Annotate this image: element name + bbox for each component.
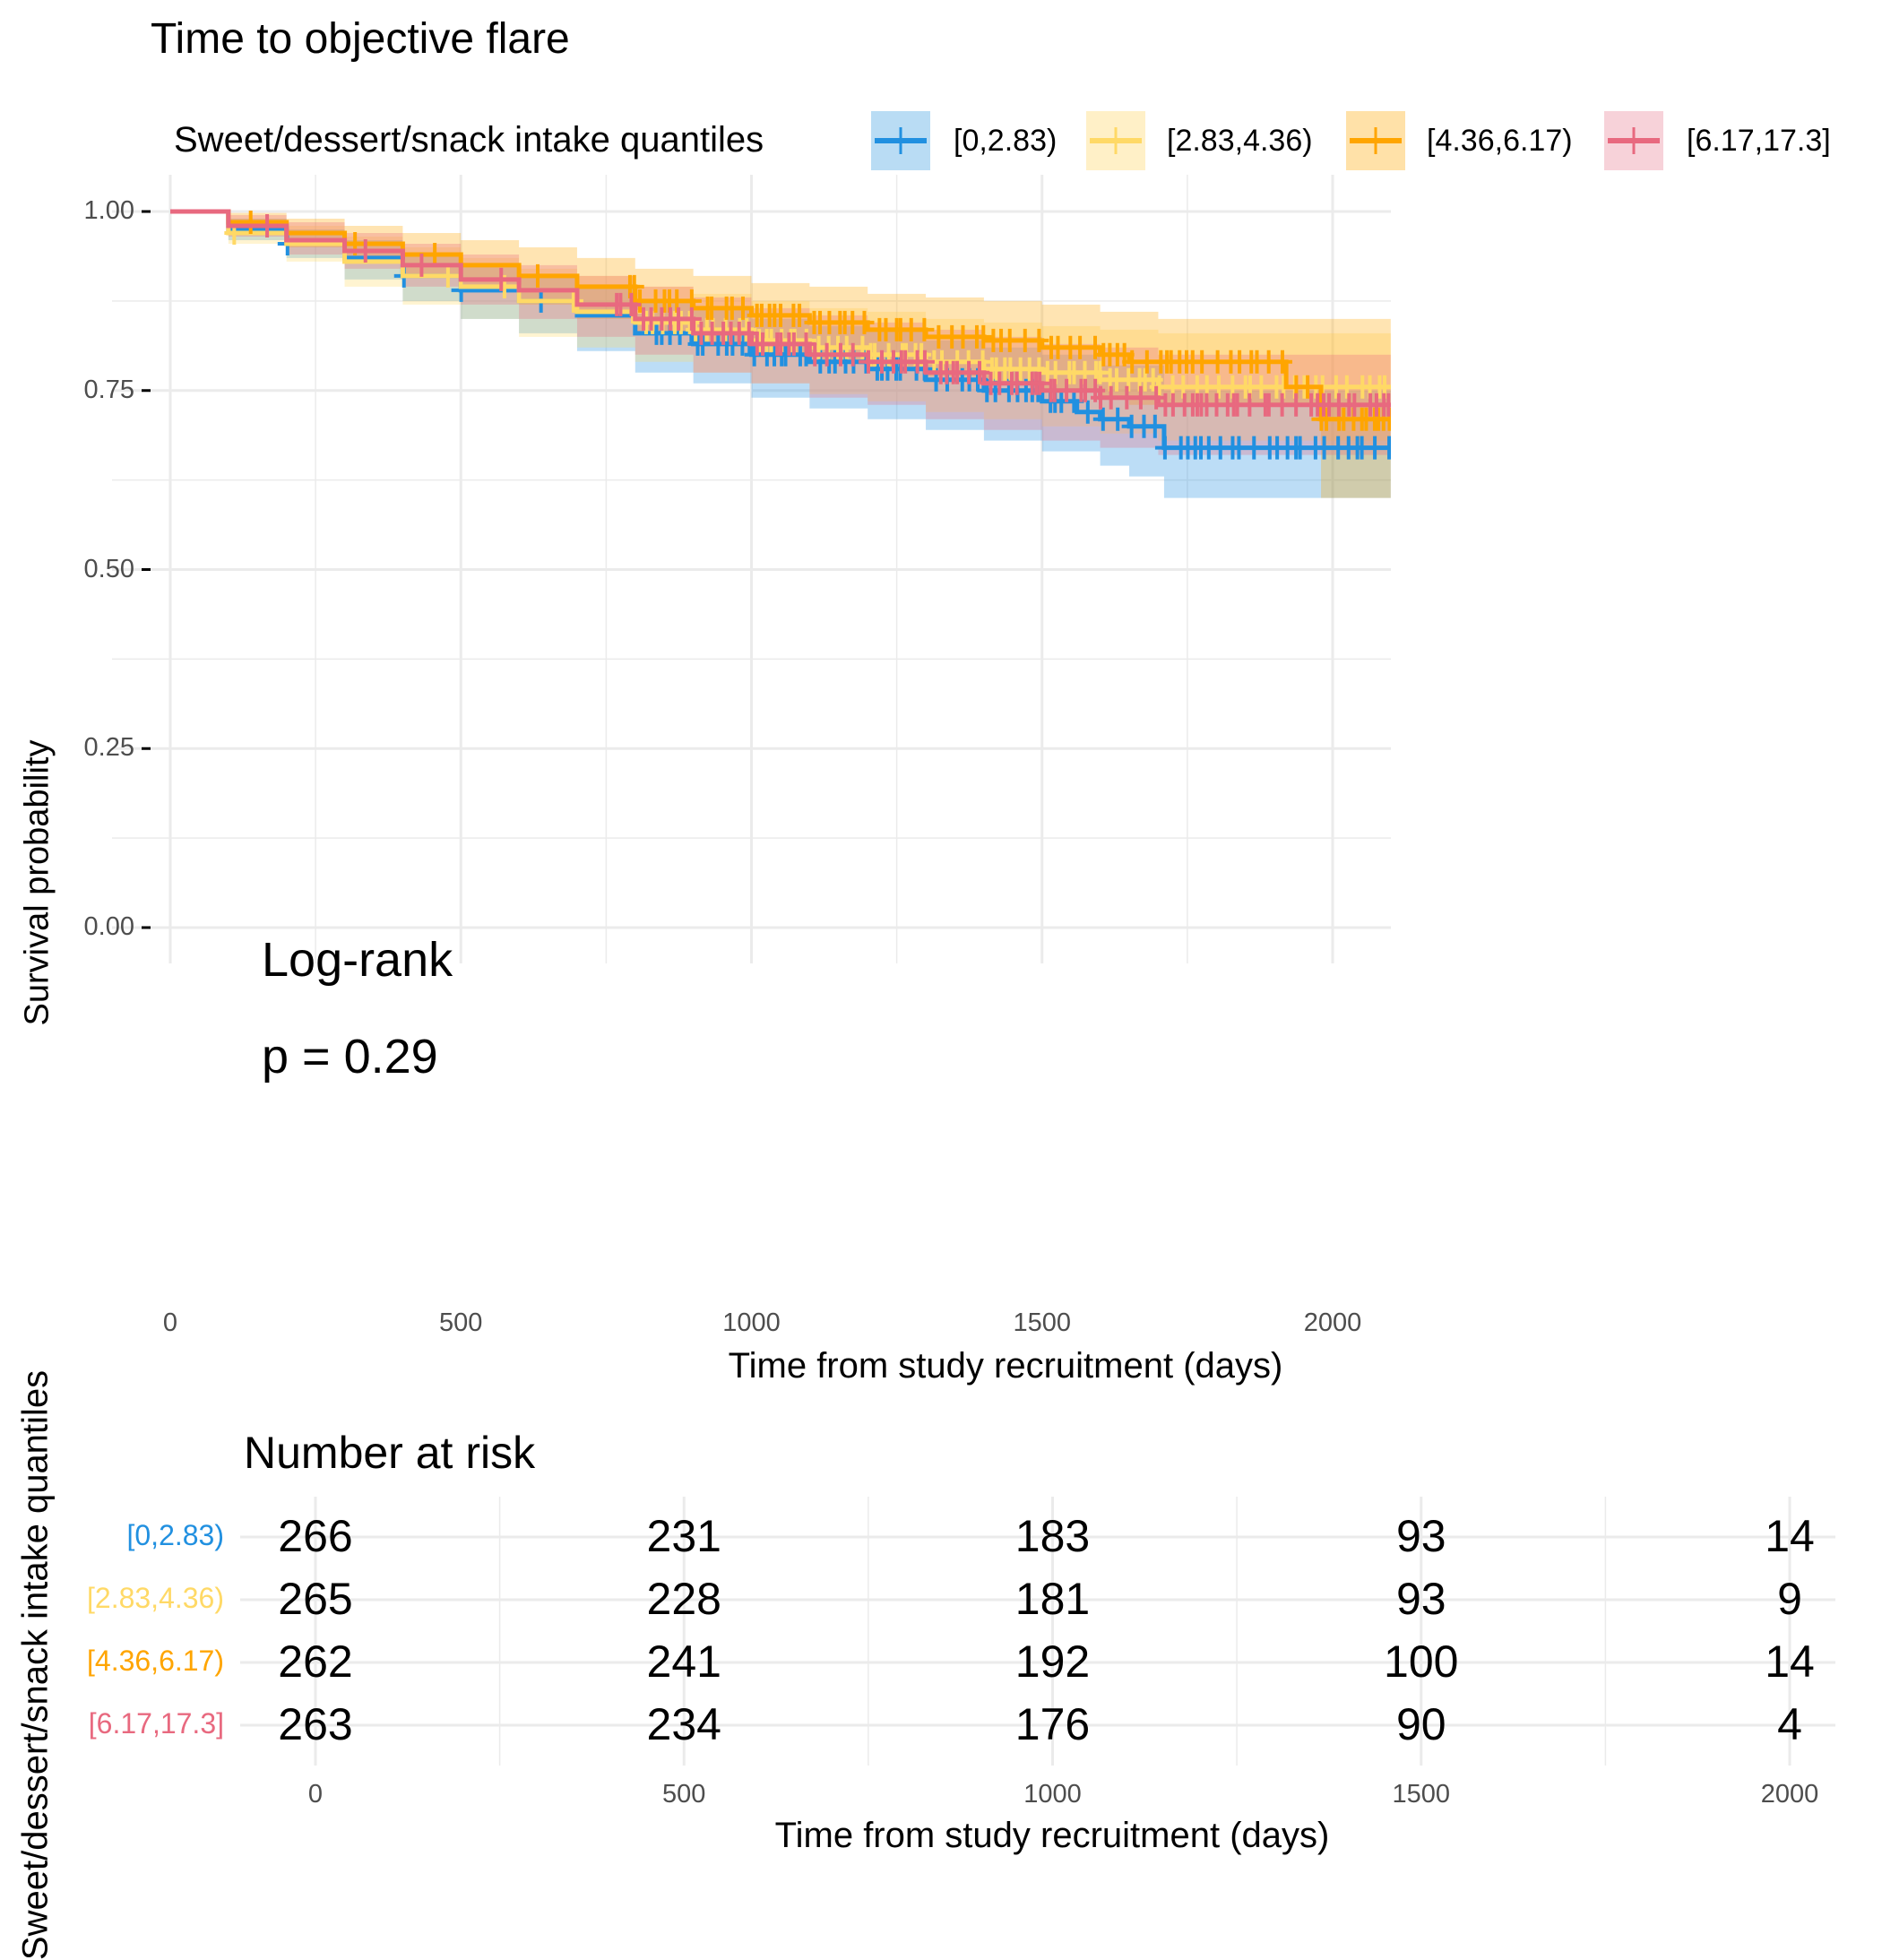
y-tick-label: 0.75 [83,375,134,404]
risk-count: 93 [1395,1511,1446,1561]
censor-mark [1108,407,1128,431]
censor-mark [1077,400,1098,424]
risk-count: 90 [1395,1699,1446,1749]
risk-x-tick-label: 500 [662,1780,706,1809]
km-plot [112,175,1835,1766]
censor-mark [973,324,994,349]
risk-count: 228 [646,1574,721,1624]
risk-count: 192 [1014,1636,1091,1687]
risk-count: 4 [1777,1699,1802,1749]
x-tick-label: 500 [439,1308,483,1337]
y-tick-label: 1.00 [83,196,134,225]
legend-label-3: [6.17,17.3] [1687,124,1831,158]
y-axis-label: Survival probability [18,739,56,1026]
y-tick-label: 0.50 [83,554,134,583]
risk-count: 241 [646,1636,721,1687]
legend-label-0: [0,2.83) [954,124,1058,158]
risk-count: 265 [278,1574,353,1624]
censor-mark [563,289,583,313]
risk-count: 266 [278,1511,353,1561]
censor-mark [240,210,261,234]
risk-x-tick-label: 2000 [1760,1780,1819,1809]
censor-mark [914,350,935,374]
x-axis-label: Time from study recruitment (days) [728,1346,1283,1386]
p-value-label: p = 0.29 [262,1030,438,1084]
censor-mark [1144,414,1165,438]
censor-plus-icon [1608,127,1660,154]
risk-count: 100 [1384,1636,1459,1687]
censor-mark [491,267,512,291]
risk-strata-label: [2.83,4.36) [87,1582,224,1614]
legend-key-2 [1346,111,1405,170]
censor-mark [411,253,432,277]
risk-count: 9 [1777,1574,1802,1624]
censor-mark [1090,360,1110,384]
censor-mark [425,242,445,266]
logrank-label: Log-rank [262,933,453,987]
x-tick-label: 0 [162,1308,178,1337]
risk-table-title: Number at risk [244,1428,536,1478]
legend-key-3 [1604,111,1663,170]
legend-label-1: [2.83,4.36) [1167,124,1313,158]
x-tick-label: 1000 [722,1308,781,1337]
risk-x-tick-label: 1500 [1392,1780,1450,1809]
risk-strata-label: [0,2.83) [126,1519,224,1551]
censor-mark [257,213,278,237]
legend-label-2: [4.36,6.17) [1427,124,1573,158]
censor-plus-icon [1090,127,1142,154]
risk-strata-label: [4.36,6.17) [87,1645,224,1677]
risk-x-tick-label: 1000 [1023,1780,1082,1809]
censor-mark [1378,393,1391,417]
legend-key-0 [871,111,930,170]
risk-strata-label: [6.17,17.3] [88,1707,224,1740]
censor-mark [1272,350,1292,374]
y-tick-label: 0.00 [83,912,134,941]
risk-count: 262 [278,1636,353,1687]
censor-mark [355,238,376,263]
risk-count: 14 [1765,1636,1815,1687]
plot-panel [170,209,1391,498]
chart-title: Time to objective flare [151,15,570,63]
risk-count: 93 [1395,1574,1446,1624]
censor-mark [796,332,816,356]
censor-mark [969,360,989,384]
risk-table-x-label: Time from study recruitment (days) [774,1816,1330,1855]
censor-mark [790,303,810,327]
risk-count: 176 [1014,1699,1091,1749]
x-tick-label: 1500 [1013,1308,1071,1337]
censor-mark [854,310,875,334]
risk-x-tick-label: 0 [307,1780,324,1809]
y-tick-label: 0.25 [83,733,134,763]
risk-count: 263 [278,1699,353,1749]
censor-plus-icon [1350,127,1402,154]
legend-title: Sweet/dessert/snack intake quantiles [174,120,764,160]
censor-mark [681,307,702,331]
censor-mark [732,296,753,320]
censor-mark [1379,436,1391,460]
risk-count: 231 [646,1511,721,1561]
censor-mark [621,292,642,316]
censor-mark [1298,375,1318,399]
censor-plus-icon [875,127,927,154]
censor-mark [1030,371,1050,395]
censor-mark [437,263,458,288]
censor-mark [624,274,644,298]
risk-count: 181 [1014,1574,1091,1624]
x-tick-label: 2000 [1303,1308,1362,1337]
risk-count: 14 [1765,1511,1815,1561]
censor-mark [527,263,548,288]
risk-count: 183 [1014,1511,1091,1561]
censor-mark [1029,328,1049,352]
legend-key-1 [1086,111,1145,170]
censor-mark [842,342,863,367]
risk-count: 234 [646,1699,721,1749]
censor-mark [914,317,935,341]
